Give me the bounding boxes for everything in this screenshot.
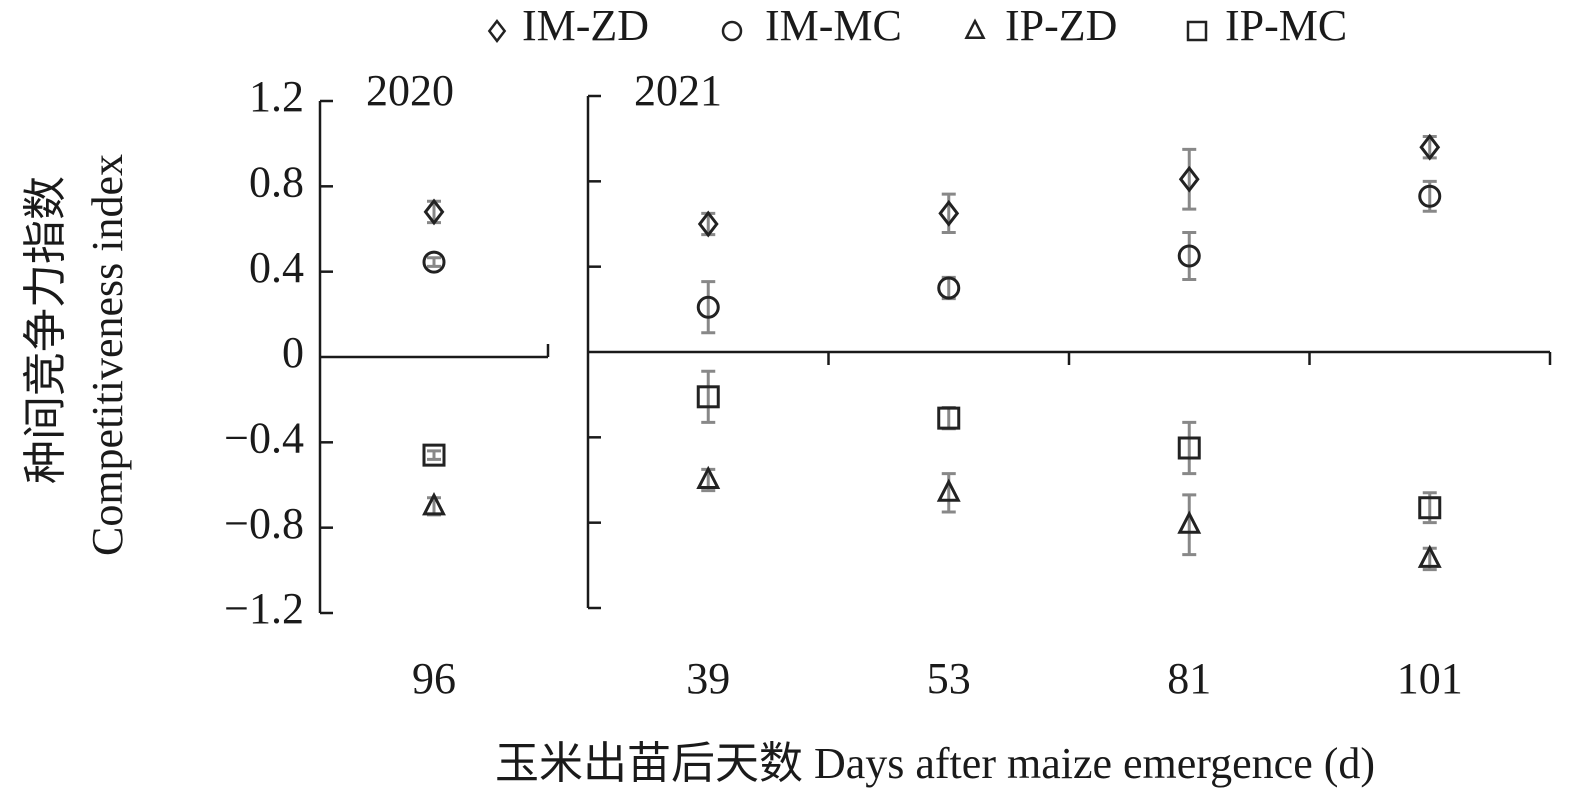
error-bar bbox=[1182, 147, 1197, 211]
data-point bbox=[936, 478, 961, 502]
x-tick-label: 81 bbox=[1167, 654, 1211, 703]
y-tick-label: −0.4 bbox=[224, 413, 304, 462]
error-bar bbox=[941, 405, 956, 431]
error-bar bbox=[1182, 493, 1197, 557]
y-tick-label: 0 bbox=[282, 328, 304, 377]
panel-label: 2021 bbox=[634, 66, 722, 115]
error-bar bbox=[427, 199, 441, 225]
error-bar bbox=[1422, 135, 1437, 160]
data-point bbox=[1417, 544, 1442, 568]
panel-label: 2020 bbox=[366, 66, 454, 115]
data-point bbox=[423, 198, 445, 226]
x-tick-label: 101 bbox=[1397, 654, 1463, 703]
y-tick-label: 0.4 bbox=[249, 243, 304, 292]
data-point bbox=[422, 250, 446, 274]
data-point bbox=[422, 492, 446, 516]
x-axis-label: 玉米出苗后天数 Days after maize emergence (d) bbox=[495, 739, 1375, 788]
y-axis-label: 种间竞争力指数 bbox=[21, 176, 70, 484]
data-point bbox=[937, 406, 961, 430]
data-point bbox=[1177, 244, 1201, 268]
y-tick-label: 0.8 bbox=[249, 157, 304, 206]
y-axis-label: Competitiveness index bbox=[83, 154, 132, 556]
data-point bbox=[1419, 133, 1441, 161]
x-tick-label: 53 bbox=[927, 654, 971, 703]
legend-label: IM-ZD bbox=[522, 1, 649, 50]
data-point bbox=[697, 210, 719, 238]
legend-marker bbox=[964, 18, 986, 39]
error-bar bbox=[701, 369, 716, 424]
data-point bbox=[1177, 436, 1201, 460]
data-point bbox=[696, 465, 721, 489]
data-point bbox=[696, 295, 720, 319]
legend-label: IP-MC bbox=[1225, 1, 1347, 50]
data-point bbox=[937, 276, 961, 300]
data-point bbox=[422, 443, 446, 467]
y-tick-label: 1.2 bbox=[249, 72, 304, 121]
legend-label: IP-ZD bbox=[1005, 1, 1117, 50]
error-bar bbox=[701, 280, 716, 335]
y-tick-label: −1.2 bbox=[224, 584, 304, 633]
error-bar bbox=[427, 256, 441, 268]
legend-marker bbox=[487, 19, 507, 43]
y-tick-label: −0.8 bbox=[224, 499, 304, 548]
legend-marker bbox=[1186, 20, 1208, 42]
data-point bbox=[1178, 165, 1200, 193]
error-bar bbox=[701, 211, 716, 237]
data-point bbox=[938, 199, 960, 227]
data-point bbox=[696, 385, 720, 409]
legend-label: IM-MC bbox=[765, 1, 902, 50]
x-tick-label: 39 bbox=[686, 654, 730, 703]
legend-marker bbox=[721, 20, 743, 42]
data-point bbox=[1418, 496, 1442, 520]
data-point bbox=[1418, 184, 1442, 208]
error-bar bbox=[1182, 231, 1197, 281]
error-bar bbox=[1182, 420, 1197, 476]
data-point bbox=[1177, 510, 1202, 534]
x-tick-label: 96 bbox=[412, 654, 456, 703]
error-bar bbox=[427, 449, 441, 461]
